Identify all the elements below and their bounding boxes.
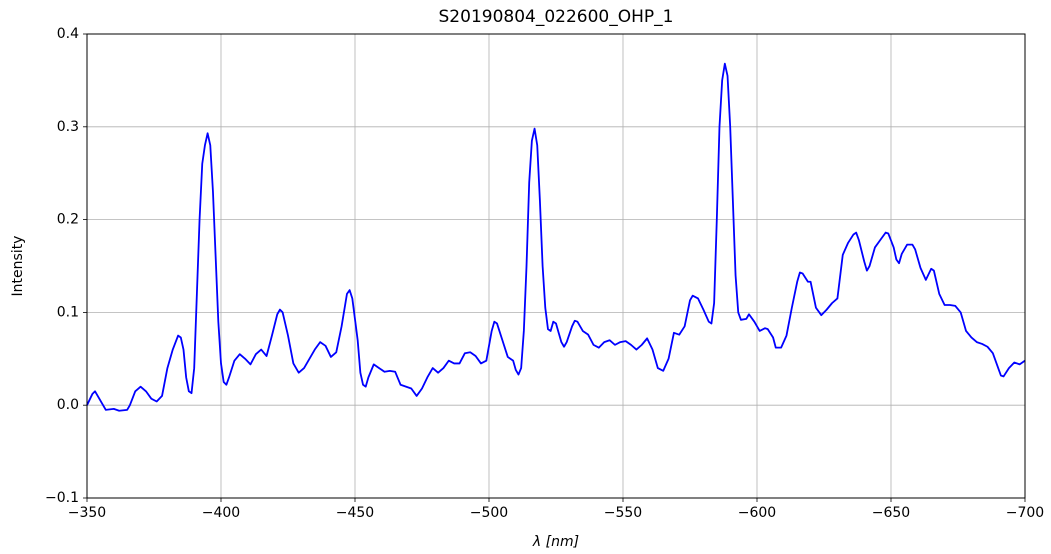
x-axis-label: λ [nm] <box>532 534 579 550</box>
plot-frame <box>86 33 1026 499</box>
y-axis-label: Intensity <box>10 236 26 297</box>
x-tick-label: −550 <box>604 505 642 521</box>
data-line <box>86 62 1026 412</box>
y-tick-label: 0.1 <box>57 304 79 320</box>
x-tick-label: −650 <box>872 505 910 521</box>
y-tick-label: 0.2 <box>57 212 79 228</box>
chart-title: S20190804_022600_OHP_1 <box>439 7 674 27</box>
y-tick-label: 0.4 <box>57 26 79 42</box>
y-tick-label: −0.1 <box>45 490 79 506</box>
x-tick-label: −500 <box>470 505 508 521</box>
y-tick-label: 0.3 <box>57 119 79 135</box>
x-tick-label: −350 <box>68 505 106 521</box>
x-tick-label: −450 <box>336 505 374 521</box>
x-tick-label: −700 <box>1006 505 1044 521</box>
x-tick-label: −400 <box>202 505 240 521</box>
x-tick-label: −600 <box>738 505 776 521</box>
y-tick-label: 0.0 <box>57 397 79 413</box>
